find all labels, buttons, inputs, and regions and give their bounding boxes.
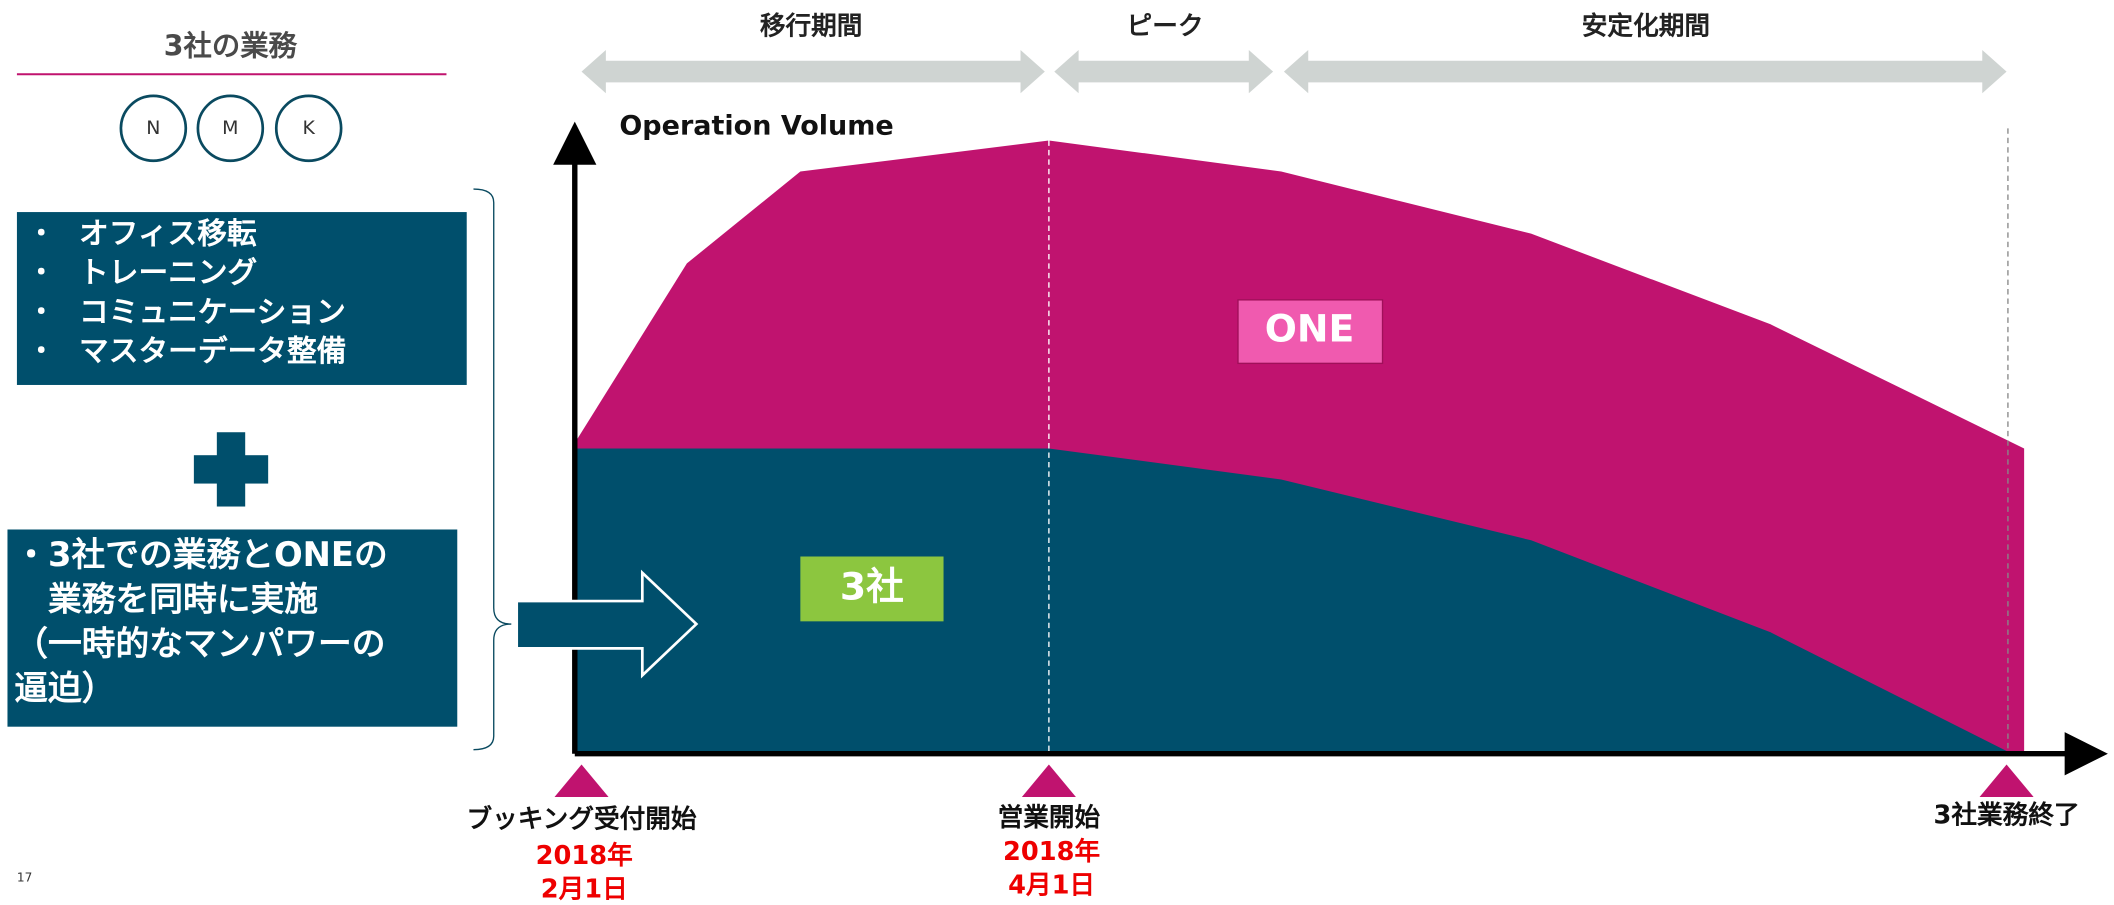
combined-line: 業務を同時に実施 xyxy=(14,580,318,619)
task-bullet: ・ xyxy=(28,297,55,328)
company-circle xyxy=(274,94,343,163)
task-bullet: ・ xyxy=(28,219,55,250)
brace xyxy=(473,188,512,751)
phase-label: 安定化期間 xyxy=(1582,11,1710,42)
phase-label: 移行期間 xyxy=(760,11,863,42)
milestone-date: 4月1日 xyxy=(1008,871,1095,901)
task-item: トレーニング xyxy=(79,256,258,291)
combined-line: 逼迫） xyxy=(14,669,115,708)
three-area xyxy=(574,448,2007,752)
combined-line: ・3社での業務とONEの xyxy=(14,535,387,574)
milestone-label: 営業開始 xyxy=(998,803,1101,833)
company-circle xyxy=(119,94,188,163)
plus-sign xyxy=(193,432,269,507)
combined-line: （一時的なマンパワーの xyxy=(14,624,385,663)
task-item: オフィス移転 xyxy=(79,217,257,252)
company-label: N xyxy=(146,117,160,139)
task-bullet: ・ xyxy=(28,258,55,289)
milestone-label: 3社業務終了 xyxy=(1934,799,2080,830)
one-label: ONE xyxy=(1265,306,1355,350)
one-label-box xyxy=(1237,299,1384,365)
milestone-date: 2018年 xyxy=(536,840,633,871)
task-bullet: ・ xyxy=(28,336,55,367)
axis-label: Operation Volume xyxy=(619,110,893,141)
task-box xyxy=(16,212,467,385)
flow-arrow xyxy=(515,569,699,679)
phase-label: ピーク xyxy=(1127,12,1204,42)
task-item: コミュニケーション xyxy=(79,295,346,330)
milestone-date: 2月1日 xyxy=(541,875,628,905)
company-circles: N M K xyxy=(119,94,343,163)
milestone-markers xyxy=(554,764,2034,797)
task-item: マスターデータ整備 xyxy=(79,334,346,369)
three-label: 3社 xyxy=(840,564,904,608)
milestone-label: ブッキング受付開始 xyxy=(466,803,696,834)
panel-title: 3社の業務 xyxy=(164,29,298,62)
three-label-box xyxy=(800,556,944,622)
task-list: ・オフィス移転・ トレーニング・ コミュニケーション・ マスターデータ整備 xyxy=(28,217,347,370)
phase-arrows xyxy=(581,49,2007,94)
combined-box xyxy=(7,529,458,727)
company-label: M xyxy=(222,117,238,139)
page-number: 17 xyxy=(17,870,32,884)
milestone-date: 2018年 xyxy=(1003,836,1100,867)
company-circle xyxy=(196,94,265,163)
company-label: K xyxy=(302,117,315,139)
